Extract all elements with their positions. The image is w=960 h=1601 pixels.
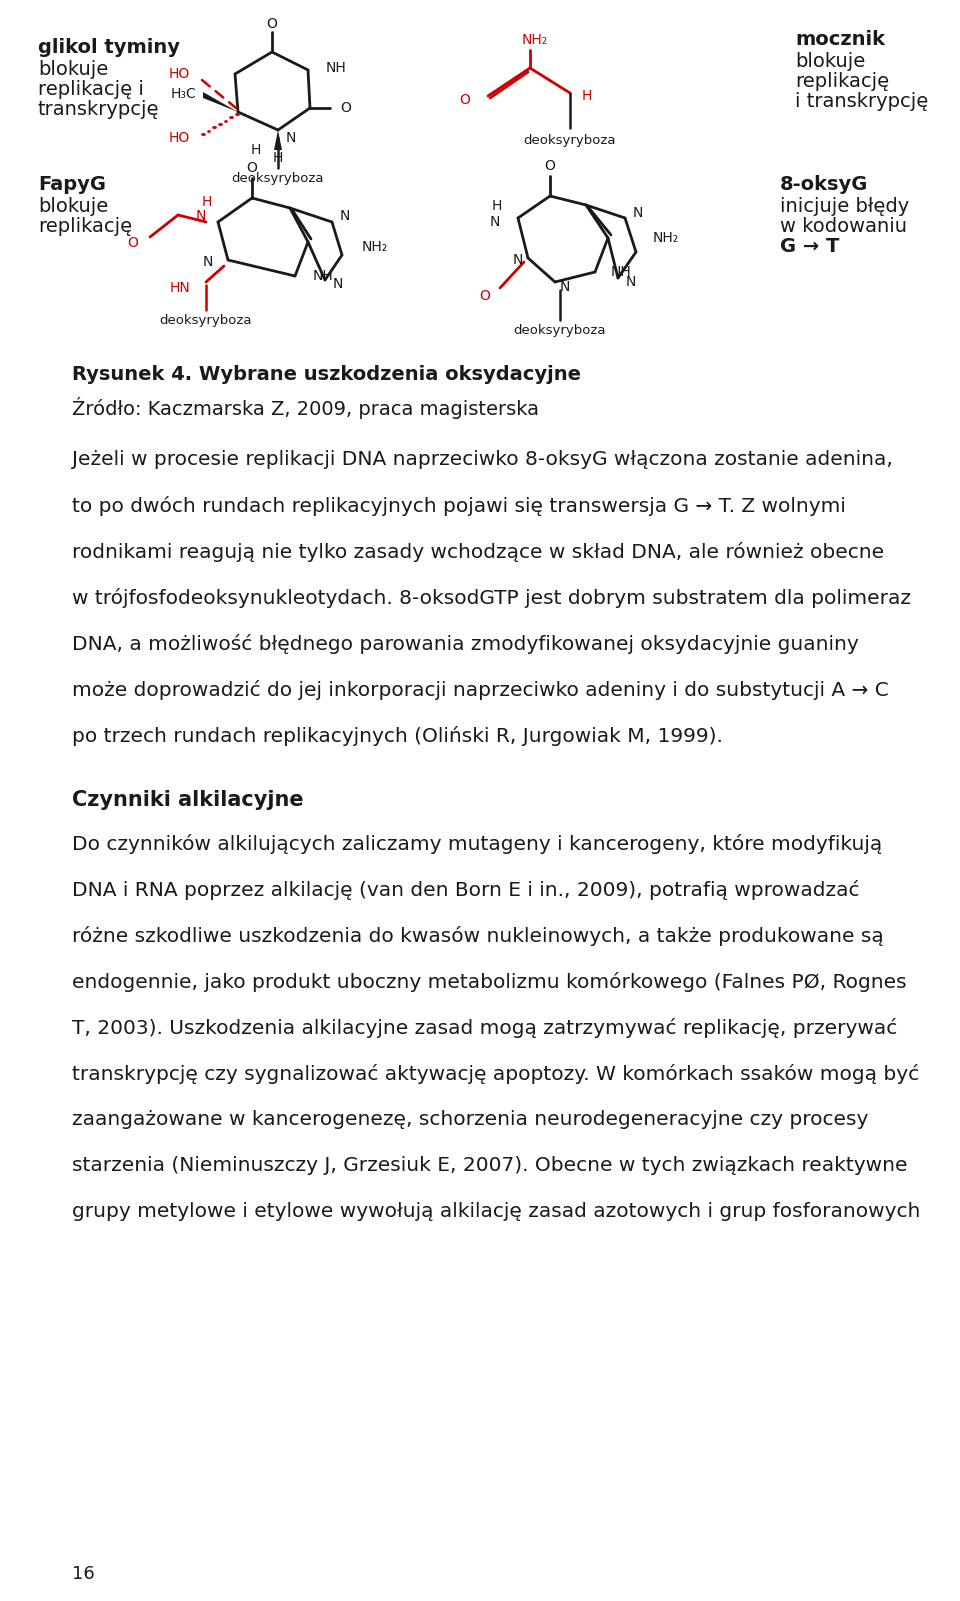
Text: replikację: replikację	[38, 218, 132, 235]
Text: N: N	[286, 131, 297, 146]
Text: H₃C: H₃C	[170, 86, 196, 101]
Text: blokuje: blokuje	[38, 59, 108, 78]
Text: DNA, a możliwość błędnego parowania zmodyfikowanej oksydacyjnie guaniny: DNA, a możliwość błędnego parowania zmod…	[72, 634, 859, 653]
Text: glikol tyminy: glikol tyminy	[38, 38, 180, 58]
Text: G → T: G → T	[780, 237, 839, 256]
Text: w kodowaniu: w kodowaniu	[780, 218, 907, 235]
Text: deoksyryboza: deoksyryboza	[514, 323, 607, 336]
Text: N: N	[340, 210, 350, 223]
Text: DNA i RNA poprzez alkilację (van den Born E i in., 2009), potrafią wprowadzać: DNA i RNA poprzez alkilację (van den Bor…	[72, 881, 859, 900]
Text: N: N	[560, 280, 570, 295]
Text: 16: 16	[72, 1566, 95, 1583]
Text: NH: NH	[326, 61, 347, 75]
Text: O: O	[267, 18, 277, 30]
Text: rodnikami reagują nie tylko zasady wchodzące w skład DNA, ale również obecne: rodnikami reagują nie tylko zasady wchod…	[72, 543, 884, 562]
Text: H: H	[273, 150, 283, 165]
Text: N: N	[490, 215, 500, 229]
Polygon shape	[203, 91, 238, 112]
Text: H: H	[202, 195, 212, 210]
Text: grupy metylowe i etylowe wywołują alkilację zasad azotowych i grup fosforanowych: grupy metylowe i etylowe wywołują alkila…	[72, 1202, 921, 1222]
Text: O: O	[544, 158, 556, 173]
Text: N: N	[633, 207, 643, 219]
Text: inicjuje błędy: inicjuje błędy	[780, 197, 909, 216]
Text: blokuje: blokuje	[38, 197, 108, 216]
Text: O: O	[340, 101, 350, 115]
Text: 8-oksyG: 8-oksyG	[780, 175, 869, 194]
Text: N: N	[333, 277, 344, 291]
Text: to po dwóch rundach replikacyjnych pojawi się transwersja G → T. Z wolnymi: to po dwóch rundach replikacyjnych pojaw…	[72, 496, 846, 516]
Text: H: H	[582, 90, 592, 102]
Text: O: O	[479, 290, 490, 303]
Text: O: O	[127, 235, 138, 250]
Text: FapyG: FapyG	[38, 175, 106, 194]
Text: starzenia (Nieminuszczy J, Grzesiuk E, 2007). Obecne w tych związkach reaktywne: starzenia (Nieminuszczy J, Grzesiuk E, 2…	[72, 1156, 907, 1175]
Text: i transkrypcję: i transkrypcję	[795, 91, 928, 110]
Text: deoksyryboza: deoksyryboza	[231, 171, 324, 184]
Text: po trzech rundach replikacyjnych (Oliński R, Jurgowiak M, 1999).: po trzech rundach replikacyjnych (Olińsk…	[72, 725, 723, 746]
Text: H: H	[251, 142, 261, 157]
Text: O: O	[459, 93, 470, 107]
Text: mocznik: mocznik	[795, 30, 885, 50]
Text: HN: HN	[169, 282, 190, 295]
Text: N: N	[626, 275, 636, 290]
Text: Rysunek 4. Wybrane uszkodzenia oksydacyjne: Rysunek 4. Wybrane uszkodzenia oksydacyj…	[72, 365, 581, 384]
Text: N: N	[196, 210, 206, 223]
Text: T, 2003). Uszkodzenia alkilacyjne zasad mogą zatrzymywać replikację, przerywać: T, 2003). Uszkodzenia alkilacyjne zasad …	[72, 1018, 898, 1037]
Text: HO: HO	[169, 67, 190, 82]
Text: blokuje: blokuje	[795, 51, 865, 70]
Text: Źródło: Kaczmarska Z, 2009, praca magisterska: Źródło: Kaczmarska Z, 2009, praca magist…	[72, 397, 539, 419]
Text: N: N	[203, 255, 213, 269]
Text: Czynniki alkilacyjne: Czynniki alkilacyjne	[72, 789, 303, 810]
Text: H: H	[492, 199, 502, 213]
Text: transkrypcję: transkrypcję	[38, 99, 159, 118]
Text: endogennie, jako produkt uboczny metabolizmu komórkowego (Falnes PØ, Rognes: endogennie, jako produkt uboczny metabol…	[72, 972, 906, 993]
Text: replikację i: replikację i	[38, 80, 144, 99]
Text: zaangażowane w kancerogenezę, schorzenia neurodegeneracyjne czy procesy: zaangażowane w kancerogenezę, schorzenia…	[72, 1109, 869, 1129]
Text: replikację: replikację	[795, 72, 889, 91]
Text: transkrypcję czy sygnalizować aktywację apoptozy. W komórkach ssaków mogą być: transkrypcję czy sygnalizować aktywację …	[72, 1065, 919, 1084]
Polygon shape	[274, 130, 282, 150]
Text: różne szkodliwe uszkodzenia do kwasów nukleinowych, a także produkowane są: różne szkodliwe uszkodzenia do kwasów nu…	[72, 925, 884, 946]
Text: NH: NH	[611, 266, 632, 279]
Text: NH: NH	[313, 269, 334, 283]
Text: NH₂: NH₂	[362, 240, 388, 255]
Text: deoksyryboza: deoksyryboza	[524, 133, 616, 147]
Text: deoksyryboza: deoksyryboza	[159, 314, 252, 327]
Text: O: O	[247, 162, 257, 175]
Text: Jeżeli w procesie replikacji DNA naprzeciwko 8-oksyG włączona zostanie adenina,: Jeżeli w procesie replikacji DNA naprzec…	[72, 450, 893, 469]
Text: Do czynników alkilujących zaliczamy mutageny i kancerogeny, które modyfikują: Do czynników alkilujących zaliczamy muta…	[72, 834, 882, 853]
Text: NH₂: NH₂	[653, 231, 680, 245]
Text: może doprowadzić do jej inkorporacji naprzeciwko adeniny i do substytucji A → C: może doprowadzić do jej inkorporacji nap…	[72, 680, 889, 700]
Text: N: N	[513, 253, 523, 267]
Text: NH₂: NH₂	[522, 34, 548, 46]
Text: HO: HO	[169, 131, 190, 146]
Text: w trójfosfodeoksynukleotydach. 8-oksodGTP jest dobrym substratem dla polimeraz: w trójfosfodeoksynukleotydach. 8-oksodGT…	[72, 588, 911, 608]
